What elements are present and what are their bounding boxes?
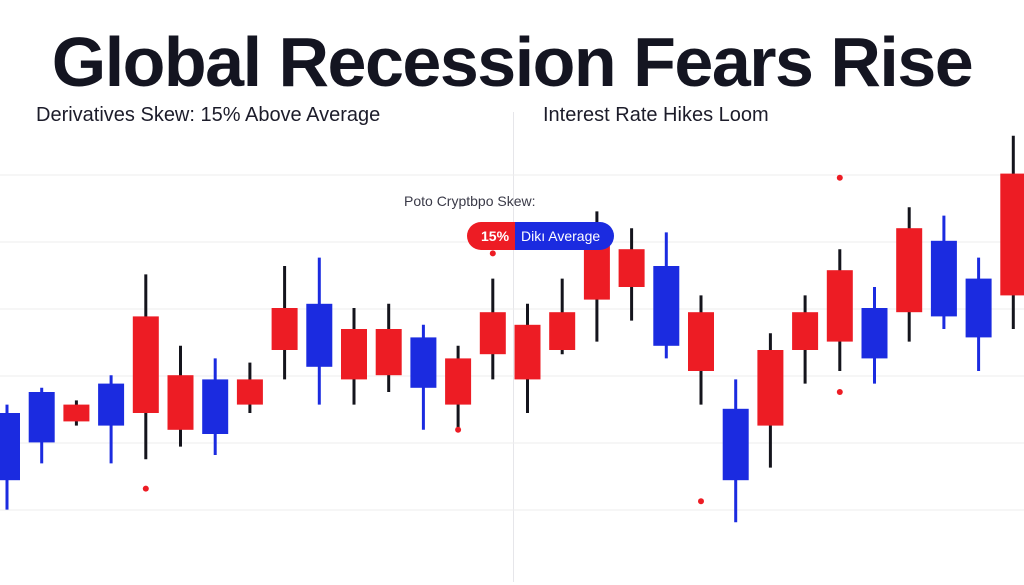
center-divider	[513, 112, 514, 582]
candle-27	[896, 207, 923, 342]
candle-12	[375, 303, 402, 392]
candle-16	[514, 303, 541, 413]
signal-dot	[142, 485, 149, 492]
candle-body	[202, 379, 229, 434]
candle-5	[132, 274, 159, 460]
candle-body	[479, 312, 506, 355]
candle-body	[688, 312, 714, 371]
skew-callout-badge: 15% Dikı Average	[467, 222, 615, 250]
candle-body	[410, 337, 437, 388]
candle-body	[826, 270, 853, 342]
signal-dot	[455, 426, 462, 433]
candle-9	[271, 266, 298, 380]
subtitle-derivatives-skew: Derivatives Skew: 15% Above Average	[36, 104, 381, 126]
candle-body	[722, 408, 749, 481]
candle-19	[618, 228, 645, 321]
candle-body	[132, 316, 159, 413]
candle-body	[514, 324, 541, 380]
candle-body	[896, 228, 923, 313]
callout-caption: Poto Cryptbpo Skew:	[404, 193, 536, 209]
candle-body	[792, 312, 819, 350]
candle-25	[826, 249, 853, 371]
candle-28	[930, 215, 957, 329]
subtitle-interest-rate: Interest Rate Hikes Loom	[543, 104, 769, 126]
candle-body	[965, 278, 992, 338]
chart-title: Global Recession Fears Rise	[51, 23, 974, 101]
candle-17	[549, 278, 576, 355]
callout-percent: 15%	[467, 222, 516, 250]
candle-body	[98, 383, 125, 426]
candle-1	[0, 404, 20, 510]
signal-dot	[836, 174, 843, 181]
candle-body	[167, 375, 194, 430]
signal-dot	[489, 250, 496, 257]
candle-body	[930, 240, 957, 317]
candle-body	[549, 312, 576, 350]
candle-22	[722, 379, 749, 523]
signal-dot	[836, 389, 843, 395]
candle-body	[653, 266, 680, 346]
candle-body	[236, 379, 263, 405]
candle-6	[167, 345, 194, 447]
candle-8	[236, 362, 263, 413]
candle-24	[792, 295, 819, 384]
candle-body	[445, 358, 472, 405]
candle-10	[306, 257, 333, 405]
candle-body	[341, 329, 367, 380]
candle-29	[965, 257, 992, 371]
callout-label: Dikı Average	[515, 222, 615, 250]
candle-30	[1000, 135, 1024, 329]
candle-body	[618, 249, 645, 287]
candle-11	[341, 308, 367, 405]
candle-13	[410, 324, 437, 430]
candle-body	[271, 308, 298, 350]
candle-body	[28, 392, 55, 443]
candle-body	[0, 413, 20, 481]
candle-4	[98, 375, 125, 464]
candle-26	[861, 287, 888, 384]
candle-body	[63, 404, 90, 422]
candle-body	[306, 303, 333, 367]
candle-body	[861, 308, 888, 359]
candle-3	[63, 400, 90, 426]
candle-2	[28, 387, 55, 464]
candle-15	[479, 278, 506, 380]
candle-14	[445, 345, 472, 430]
signal-dot	[698, 498, 704, 505]
candles	[0, 135, 1024, 523]
candle-7	[202, 358, 229, 455]
markers	[142, 174, 843, 505]
candle-20	[653, 232, 680, 359]
candle-body	[375, 329, 402, 376]
candle-body	[757, 350, 784, 426]
candle-23	[757, 333, 784, 468]
candle-21	[688, 295, 714, 405]
candle-body	[1000, 173, 1024, 296]
